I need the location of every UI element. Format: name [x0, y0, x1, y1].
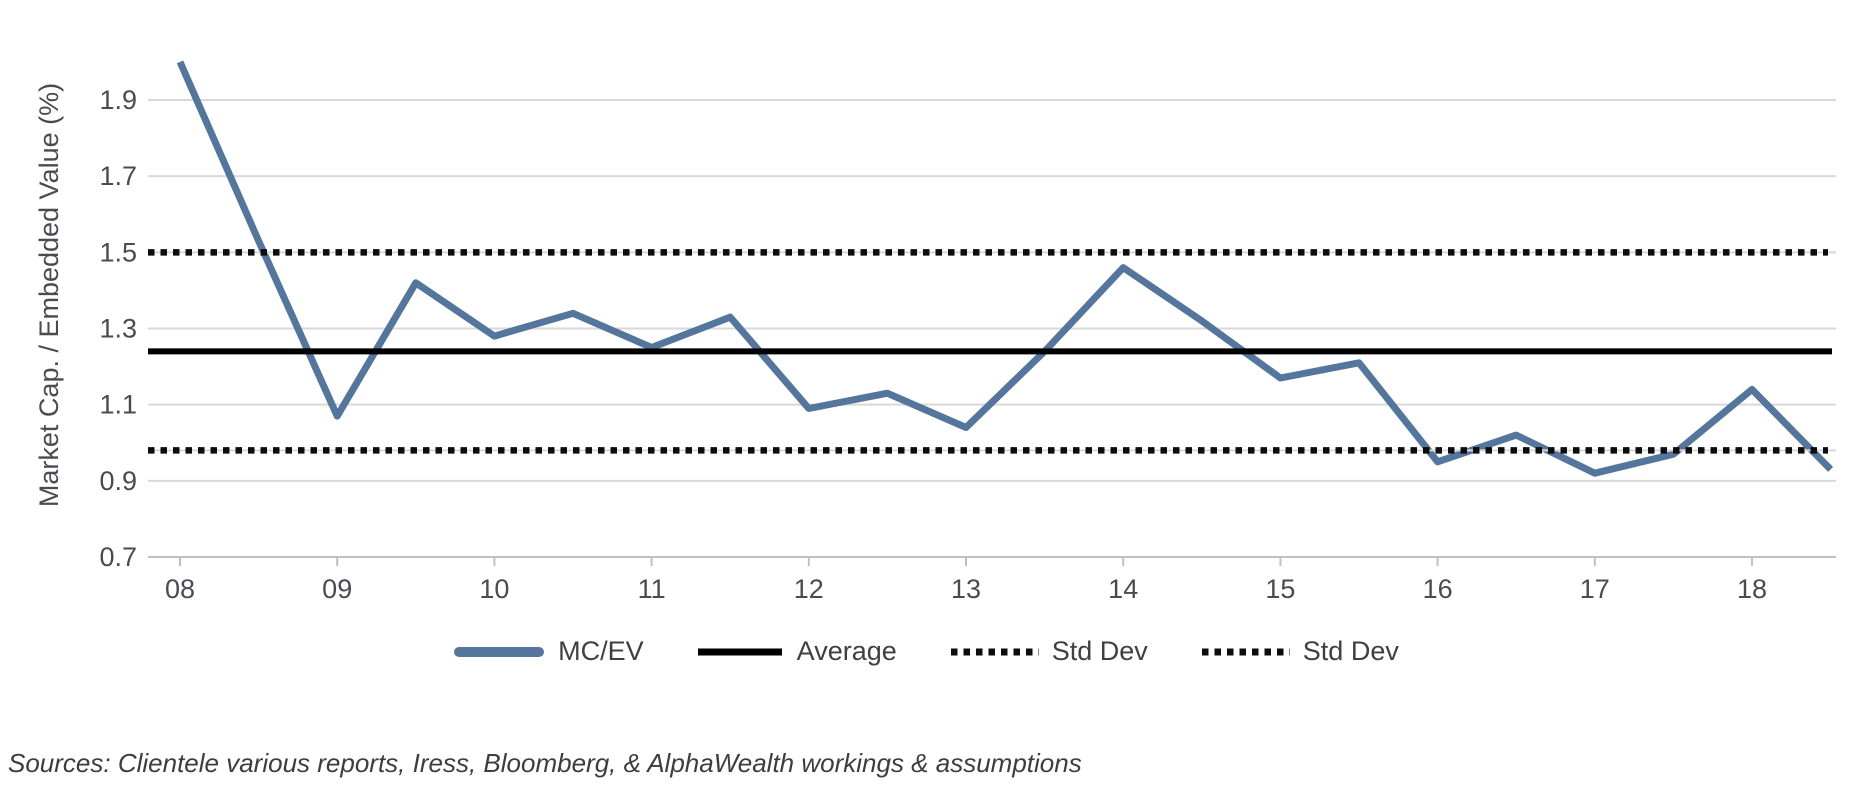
mcev-line: [176, 60, 1834, 477]
legend-label-std-dev-upper: Std Dev: [1051, 636, 1148, 666]
line-chart-canvas: Market Cap. / Embedded Value (%) 0.7 0.9 1…: [34, 60, 1836, 604]
y-axis-title: Market Cap. / Embedded Value (%): [34, 83, 64, 507]
chart-plot-area: Market Cap. / Embedded Value (%) 0.7 0.9 1…: [34, 60, 1836, 604]
chart-legend: MC/EV Average Std Dev Std Dev: [0, 636, 1852, 667]
y-tick-label-1.3: 1.3: [99, 314, 137, 344]
legend-label-std-dev-lower: Std Dev: [1302, 636, 1399, 666]
x-tick-label-13: 13: [951, 574, 981, 604]
legend-label-mcev: MC/EV: [558, 636, 644, 666]
x-tick-label-10: 10: [479, 574, 509, 604]
x-tick-label-15: 15: [1265, 574, 1295, 604]
y-tick-label-0.7: 0.7: [99, 542, 137, 572]
x-tick-label-11: 11: [638, 574, 666, 604]
average-line-swatch: [697, 648, 782, 655]
x-tick-label-08: 08: [165, 574, 195, 604]
x-tick-label-16: 16: [1423, 574, 1453, 604]
legend-item-average: Average: [696, 636, 897, 667]
x-tick-label-18: 18: [1737, 574, 1767, 604]
mcev-line-swatch: [454, 646, 545, 657]
legend-label-average: Average: [796, 636, 897, 666]
legend-item-std-dev-upper: Std Dev: [949, 636, 1148, 667]
x-tick-label-17: 17: [1580, 574, 1610, 604]
y-tick-label-1.1: 1.1: [99, 390, 137, 420]
x-tick-label-14: 14: [1108, 574, 1138, 604]
y-tick-label-0.9: 0.9: [99, 466, 137, 496]
y-tick-label-1.7: 1.7: [99, 161, 137, 191]
std-dev-upper-swatch: [950, 648, 1039, 655]
legend-item-std-dev-lower: Std Dev: [1200, 636, 1399, 667]
legend-item-mcev: MC/EV: [453, 636, 644, 667]
y-tick-label-1.9: 1.9: [99, 85, 137, 115]
x-tick-label-09: 09: [322, 574, 352, 604]
std-dev-lower-swatch: [1201, 648, 1290, 655]
x-tick-label-12: 12: [794, 574, 824, 604]
y-tick-label-1.5: 1.5: [99, 237, 137, 267]
sources-note: Sources: Clientele various reports, Ires…: [8, 748, 1082, 778]
